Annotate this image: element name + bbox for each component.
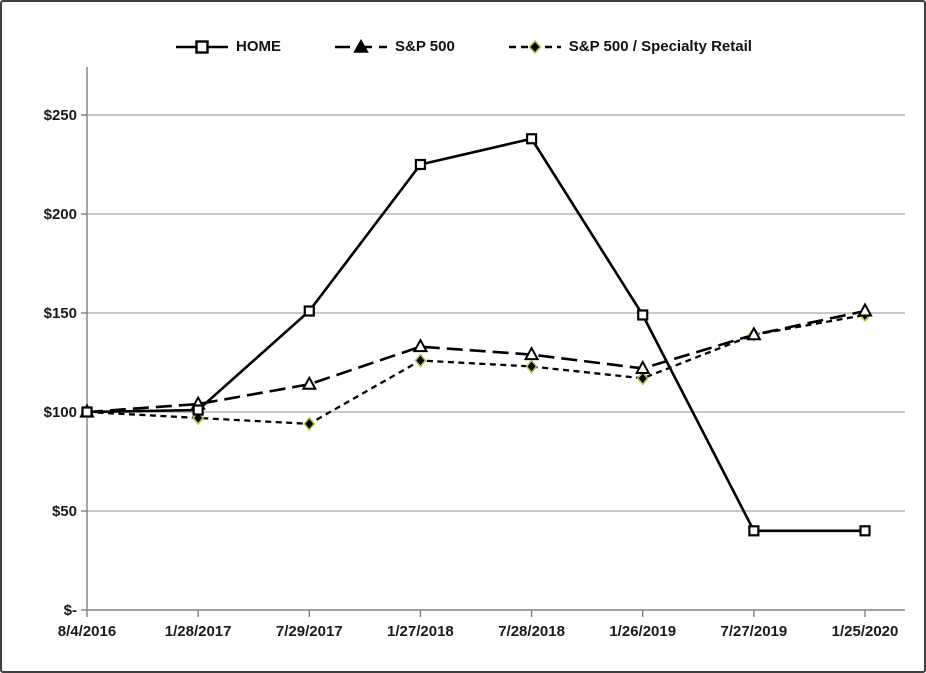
y-tick-label: $- — [64, 602, 77, 619]
sp500-line-triangle-swatch — [335, 38, 388, 53]
marker-square — [525, 133, 538, 145]
marker-square — [859, 525, 871, 537]
chart-legend: HOME S&P 500 S&P 500 / Specialty Retail — [2, 38, 924, 55]
marker-triangle — [412, 338, 429, 353]
marker-diamond — [636, 371, 649, 386]
marker-triangle — [635, 359, 651, 374]
legend-label-home: HOME — [236, 38, 282, 55]
x-tick-label: 7/29/2017 — [276, 623, 343, 640]
x-tick-label: 1/26/2019 — [609, 623, 676, 640]
marker-square — [637, 309, 649, 321]
legend-label-sp500: S&P 500 — [395, 38, 455, 55]
marker-triangle — [857, 302, 873, 317]
x-tick-label: 1/27/2018 — [387, 623, 454, 640]
marker-square — [192, 404, 204, 416]
y-tick-label: $50 — [52, 503, 77, 520]
x-tick-label: 1/28/2017 — [165, 623, 232, 640]
legend-item-home: HOME — [174, 38, 281, 55]
series-line-square — [86, 137, 865, 533]
marker-triangle — [746, 326, 762, 341]
y-tick-label: $200 — [44, 206, 77, 223]
y-tick-label: $250 — [44, 107, 77, 124]
marker-diamond — [525, 359, 538, 374]
marker-triangle — [523, 345, 540, 361]
x-tick-label: 1/25/2020 — [832, 623, 899, 640]
legend-item-sp500: S&P 500 — [333, 38, 455, 55]
series-line-diamond — [86, 313, 866, 426]
x-tick-label: 8/4/2016 — [58, 623, 116, 640]
marker-diamond — [303, 416, 316, 432]
legend-item-specialty-retail: S&P 500 / Specialty Retail — [507, 38, 752, 55]
x-tick-label: 7/27/2019 — [720, 623, 787, 640]
marker-square — [748, 525, 760, 537]
x-tick-label: 7/28/2018 — [498, 623, 565, 640]
series-line-triangle — [86, 309, 866, 414]
y-tick-label: $100 — [44, 404, 77, 421]
marker-triangle — [301, 375, 317, 390]
marker-square — [81, 406, 93, 418]
home-line-square-swatch — [176, 39, 229, 54]
marker-square — [303, 305, 315, 317]
y-tick-label: $150 — [44, 305, 77, 322]
retail-line-diamond-swatch — [508, 39, 561, 54]
marker-diamond — [414, 353, 427, 368]
marker-square — [414, 158, 427, 171]
legend-label-specialty-retail: S&P 500 / Specialty Retail — [568, 38, 752, 55]
